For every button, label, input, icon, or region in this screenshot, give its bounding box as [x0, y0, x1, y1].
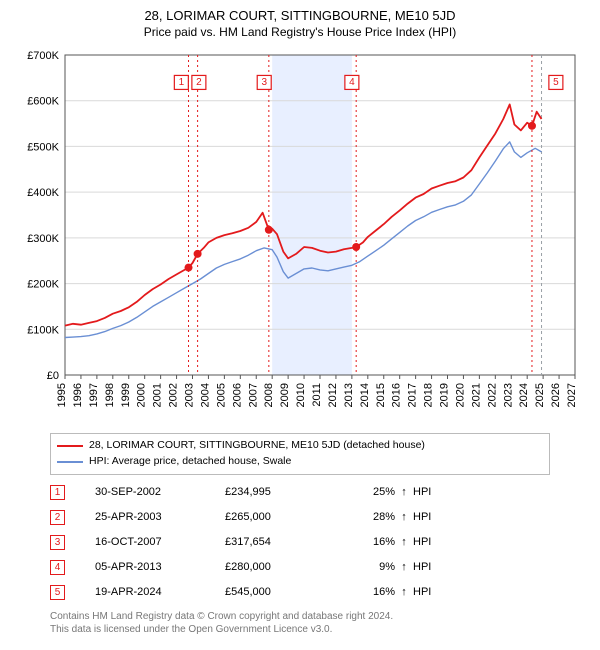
svg-text:2025: 2025 — [534, 383, 546, 407]
svg-text:1996: 1996 — [72, 383, 84, 407]
svg-text:£200K: £200K — [27, 279, 59, 291]
svg-text:2000: 2000 — [136, 383, 148, 407]
chart-legend: 28, LORIMAR COURT, SITTINGBOURNE, ME10 5… — [50, 433, 550, 475]
transaction-marker: 5 — [50, 585, 65, 600]
transaction-marker: 1 — [50, 485, 65, 500]
transaction-date: 30-SEP-2002 — [95, 486, 225, 498]
price-chart: £0 £100K £200K £300K £400K £500K £600K £700K 199… — [15, 45, 585, 425]
svg-text:2023: 2023 — [502, 383, 514, 407]
arrow-up-icon: ↑ — [395, 586, 413, 598]
transaction-row: 1 30-SEP-2002£234,99525%↑HPI — [50, 485, 550, 500]
transaction-hpi-label: HPI — [413, 561, 550, 573]
legend-label: 28, LORIMAR COURT, SITTINGBOURNE, ME10 5… — [89, 438, 425, 454]
footer-line: This data is licensed under the Open Gov… — [50, 623, 550, 636]
svg-text:2004: 2004 — [199, 383, 211, 407]
svg-text:2022: 2022 — [486, 383, 498, 407]
arrow-up-icon: ↑ — [395, 536, 413, 548]
transaction-price: £280,000 — [225, 561, 335, 573]
svg-text:4: 4 — [349, 77, 355, 88]
svg-text:1998: 1998 — [104, 383, 116, 407]
svg-text:2027: 2027 — [566, 383, 578, 407]
svg-text:£0: £0 — [47, 370, 59, 382]
svg-text:2017: 2017 — [407, 383, 419, 407]
footer-attribution: Contains HM Land Registry data © Crown c… — [50, 610, 550, 636]
svg-text:1997: 1997 — [88, 383, 100, 407]
svg-text:2024: 2024 — [518, 383, 530, 407]
transaction-row: 5 19-APR-2024£545,00016%↑HPI — [50, 585, 550, 600]
transaction-marker: 3 — [50, 535, 65, 550]
chart-title: 28, LORIMAR COURT, SITTINGBOURNE, ME10 5… — [144, 8, 455, 23]
transaction-price: £545,000 — [225, 586, 335, 598]
transaction-price: £265,000 — [225, 511, 335, 523]
transaction-row: 2 25-APR-2003£265,00028%↑HPI — [50, 510, 550, 525]
arrow-up-icon: ↑ — [395, 486, 413, 498]
svg-text:5: 5 — [553, 77, 559, 88]
transactions-table: 130-SEP-2002£234,99525%↑HPI225-APR-2003£… — [50, 485, 550, 600]
arrow-up-icon: ↑ — [395, 511, 413, 523]
svg-text:2002: 2002 — [168, 383, 180, 407]
transaction-diff: 16% — [335, 536, 395, 548]
svg-text:1995: 1995 — [56, 383, 68, 407]
svg-text:£500K: £500K — [27, 141, 59, 153]
svg-text:£700K: £700K — [27, 50, 59, 62]
svg-text:£400K: £400K — [27, 187, 59, 199]
chart-subtitle: Price paid vs. HM Land Registry's House … — [144, 25, 456, 39]
transaction-date: 05-APR-2013 — [95, 561, 225, 573]
transaction-hpi-label: HPI — [413, 536, 550, 548]
svg-text:£100K: £100K — [27, 324, 59, 336]
legend-row: 28, LORIMAR COURT, SITTINGBOURNE, ME10 5… — [57, 438, 541, 454]
footer-line: Contains HM Land Registry data © Crown c… — [50, 610, 550, 623]
svg-text:2012: 2012 — [327, 383, 339, 407]
svg-text:£300K: £300K — [27, 233, 59, 245]
legend-swatch — [57, 461, 83, 463]
transaction-row: 3 16-OCT-2007£317,65416%↑HPI — [50, 535, 550, 550]
legend-row: HPI: Average price, detached house, Swal… — [57, 454, 541, 470]
transaction-price: £317,654 — [225, 536, 335, 548]
svg-text:2001: 2001 — [152, 383, 164, 407]
svg-text:2003: 2003 — [184, 383, 196, 407]
svg-text:2021: 2021 — [470, 383, 482, 407]
transaction-hpi-label: HPI — [413, 511, 550, 523]
svg-text:2: 2 — [196, 77, 202, 88]
svg-text:2015: 2015 — [375, 383, 387, 407]
svg-text:2026: 2026 — [550, 383, 562, 407]
svg-text:2006: 2006 — [231, 383, 243, 407]
svg-text:2013: 2013 — [343, 383, 355, 407]
transaction-price: £234,995 — [225, 486, 335, 498]
svg-text:2008: 2008 — [263, 383, 275, 407]
transaction-hpi-label: HPI — [413, 586, 550, 598]
svg-text:2011: 2011 — [311, 383, 323, 407]
svg-text:2019: 2019 — [439, 383, 451, 407]
transaction-diff: 16% — [335, 586, 395, 598]
svg-text:2007: 2007 — [247, 383, 259, 407]
svg-text:1999: 1999 — [120, 383, 132, 407]
arrow-up-icon: ↑ — [395, 561, 413, 573]
svg-text:2009: 2009 — [279, 383, 291, 407]
svg-text:3: 3 — [261, 77, 267, 88]
svg-text:2018: 2018 — [423, 383, 435, 407]
svg-text:2005: 2005 — [215, 383, 227, 407]
svg-text:1: 1 — [179, 77, 185, 88]
svg-text:£600K: £600K — [27, 96, 59, 108]
transaction-diff: 28% — [335, 511, 395, 523]
svg-text:2010: 2010 — [295, 383, 307, 407]
transaction-date: 19-APR-2024 — [95, 586, 225, 598]
legend-swatch — [57, 445, 83, 447]
svg-text:2014: 2014 — [359, 383, 371, 407]
transaction-date: 16-OCT-2007 — [95, 536, 225, 548]
transaction-row: 4 05-APR-2013£280,0009%↑HPI — [50, 560, 550, 575]
transaction-diff: 25% — [335, 486, 395, 498]
transaction-marker: 2 — [50, 510, 65, 525]
transaction-date: 25-APR-2003 — [95, 511, 225, 523]
legend-label: HPI: Average price, detached house, Swal… — [89, 454, 291, 470]
transaction-hpi-label: HPI — [413, 486, 550, 498]
transaction-marker: 4 — [50, 560, 65, 575]
svg-text:2020: 2020 — [454, 383, 466, 407]
svg-text:2016: 2016 — [391, 383, 403, 407]
transaction-diff: 9% — [335, 561, 395, 573]
